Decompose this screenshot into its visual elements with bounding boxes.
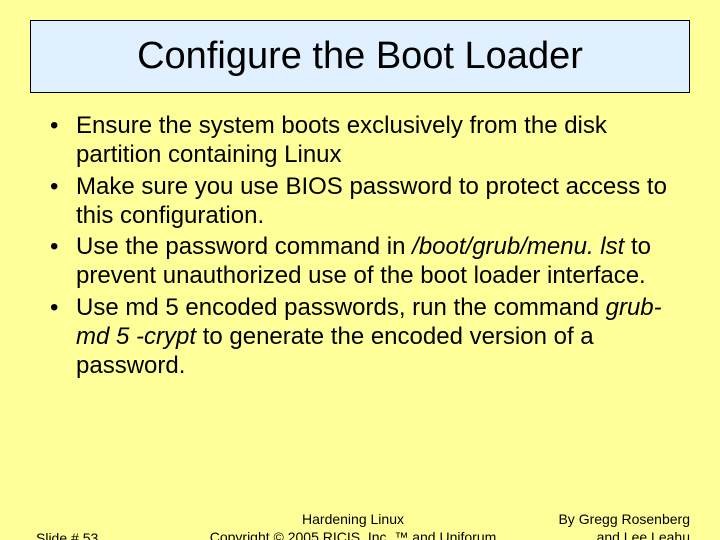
bullet-text: Ensure the system boots exclusively from…: [76, 112, 607, 168]
slide-number: Slide # 53: [36, 530, 186, 540]
footer-authors: By Gregg Rosenberg and Lee Leahu: [520, 511, 690, 540]
list-item: Ensure the system boots exclusively from…: [48, 111, 680, 170]
list-item: Use md 5 encoded passwords, run the comm…: [48, 293, 680, 381]
bullet-list: Ensure the system boots exclusively from…: [48, 111, 680, 380]
footer-authors-line1: By Gregg Rosenberg: [558, 511, 690, 527]
footer-center-line1: Hardening Linux: [302, 511, 404, 527]
bullet-text: Make sure you use BIOS password to prote…: [76, 173, 667, 229]
bullet-text: Use md 5 encoded passwords, run the comm…: [76, 294, 606, 321]
list-item: Make sure you use BIOS password to prote…: [48, 172, 680, 231]
footer-authors-line2: and Lee Leahu: [597, 529, 690, 540]
slide-title: Configure the Boot Loader: [41, 35, 679, 78]
title-box: Configure the Boot Loader: [30, 20, 690, 93]
footer-center: Hardening Linux Copyright © 2005 RICIS, …: [186, 511, 520, 540]
footer: Slide # 53 Hardening Linux Copyright © 2…: [0, 511, 720, 540]
list-item: Use the password command in /boot/grub/m…: [48, 232, 680, 291]
slide-content: Ensure the system boots exclusively from…: [0, 93, 720, 380]
bullet-italic: /boot/grub/menu. lst: [412, 233, 624, 260]
bullet-text: Use the password command in: [76, 233, 412, 260]
footer-center-line2: Copyright © 2005 RICIS, Inc. ™ and Unifo…: [210, 529, 497, 540]
